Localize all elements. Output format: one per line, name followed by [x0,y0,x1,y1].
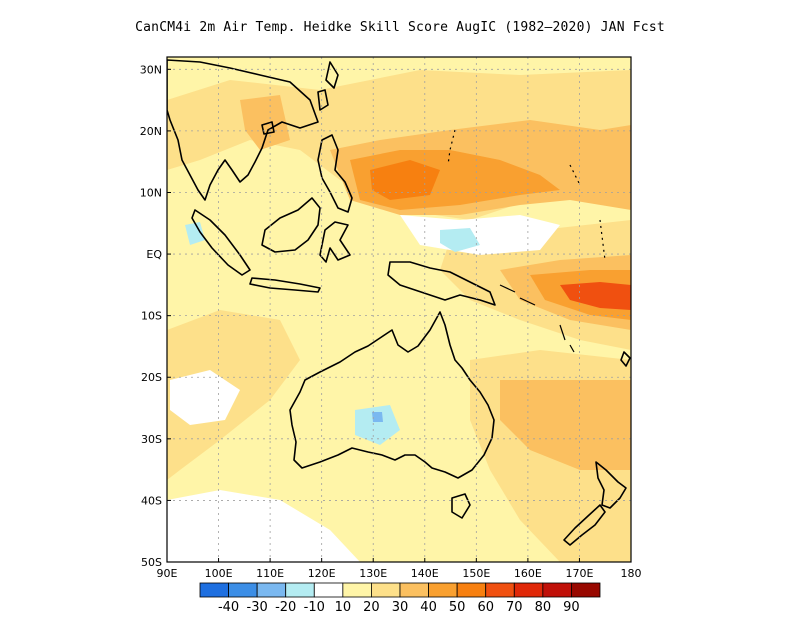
field-neg-aus [355,405,400,445]
colorbar-label: -40 [218,600,239,615]
colorbar-swatch [342,582,372,598]
tick-marks [166,68,632,563]
coast-taiwan [317,89,329,111]
lat-tick-label: 10N [140,186,162,199]
colorbar-swatch [485,582,515,598]
colorbar-label: 90 [563,600,580,615]
field-50-60-core-south [560,282,631,310]
coast-sumatra [191,209,251,276]
colorbar-swatch [256,582,287,598]
colorbar-label: 20 [363,600,380,615]
coast-nz-north [595,461,627,509]
colorbar: -40 -30 -20 -10 10 20 30 40 50 60 70 80 90 [199,582,601,615]
colorbar-label: 10 [335,600,352,615]
lat-tick-label: 50S [141,556,162,569]
coast-japan [325,61,339,89]
coast-sulawesi [319,221,351,263]
colorbar-label: 60 [477,600,494,615]
lon-tick-label: 180 [621,567,642,580]
field-white-pacific [400,215,560,255]
colorbar-swatch [399,582,429,598]
colorbar-swatch [428,582,458,598]
lat-tick-label: 40S [141,494,162,507]
colorbar-label: 30 [392,600,409,615]
colorbar-label: -30 [247,600,268,615]
colorbar-label: 50 [449,600,466,615]
lon-tick-label: 170E [565,567,593,580]
lon-tick-label: 110E [256,567,284,580]
lon-tick-label: 120E [308,567,336,580]
coast-solomons [499,284,575,353]
field-neg-pacific [440,228,480,252]
colorbar-swatch [513,582,544,598]
lon-tick-label: 150E [462,567,490,580]
colorbar-swatch [542,582,572,598]
lat-tick-label: 10S [141,310,162,323]
colorbar-swatch [313,582,344,598]
field-30-40-indochina [240,95,290,150]
coast-java [249,277,321,293]
lon-tick-label: 140E [411,567,439,580]
field-50-60-core-north [370,160,440,200]
coastlines [167,59,631,546]
colorbar-swatch [228,582,258,598]
plot-frame [166,56,632,563]
colorbar-label: 80 [535,600,552,615]
lon-tick-label: 130E [359,567,387,580]
field-neg-sumatra [185,222,205,245]
colorbar-swatch [199,582,229,598]
lat-tick-label: EQ [146,248,162,261]
skill-field [167,57,631,562]
field-neg-aus-dark [372,412,383,422]
lat-tick-label: 20N [140,125,162,138]
colorbar-label: -20 [275,600,296,615]
coast-fiji [620,351,631,367]
colorbar-swatch [371,582,401,598]
coast-philippines [317,134,353,213]
field-white-south [167,490,360,562]
field-white-indian [170,370,240,425]
coast-marianas [447,129,606,261]
lat-tick-label: 30S [141,433,162,446]
grid-lines [167,57,631,562]
coast-tasmania [451,493,471,519]
colorbar-label: 70 [506,600,523,615]
coast-mainland [167,59,319,201]
coast-borneo [261,197,321,253]
coast-australia [289,311,495,479]
colorbar-swatch [571,582,601,598]
lat-tick-label: 30N [140,63,162,76]
lon-tick-label: 90E [157,567,178,580]
lat-tick-label: 20S [141,371,162,384]
lon-tick-label: 160E [514,567,542,580]
colorbar-label: -10 [304,600,325,615]
chart-title: CanCM4i 2m Air Temp. Heidke Skill Score … [135,20,665,35]
coast-nz-south [563,504,606,546]
lat-axis: 30N 20N 10N EQ 10S 20S 30S 40S 50S [140,63,163,569]
lon-axis: 90E 100E 110E 120E 130E 140E 150E 160E 170E 180 [157,567,642,580]
colorbar-label: 40 [420,600,437,615]
field-30-40-tasman [500,380,631,470]
colorbar-swatch [285,582,315,598]
coast-new-guinea [387,261,496,306]
lon-tick-label: 100E [205,567,233,580]
colorbar-swatch [456,582,487,598]
